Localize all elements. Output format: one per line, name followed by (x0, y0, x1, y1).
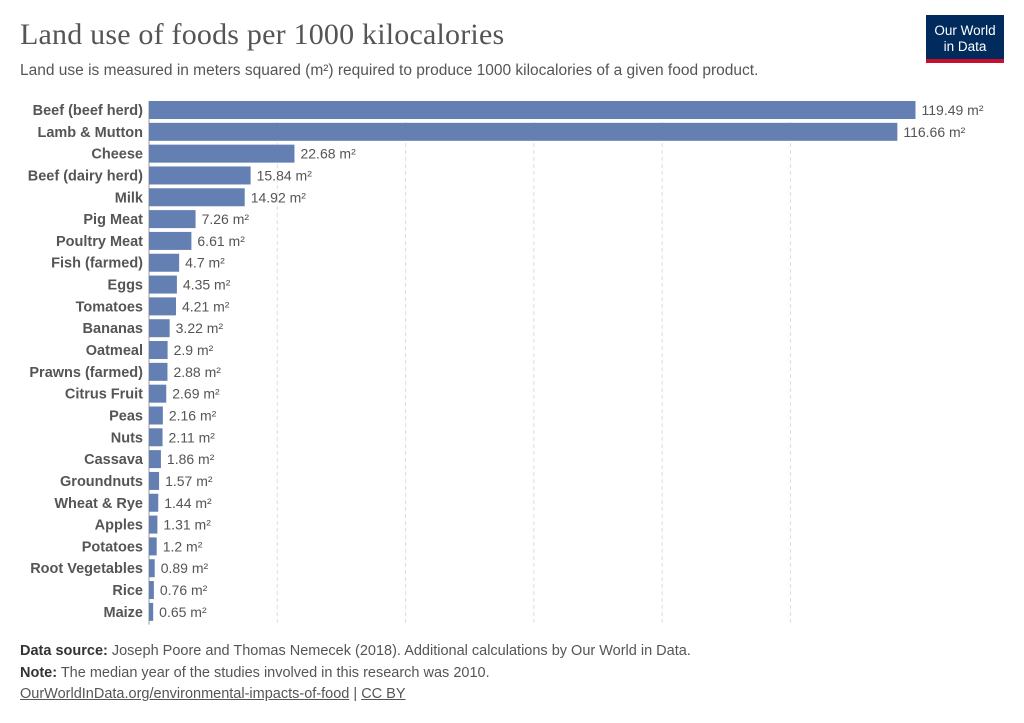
value-label: 0.65 m² (159, 604, 207, 620)
category-label: Apples (95, 518, 143, 534)
category-label: Rice (112, 583, 143, 599)
category-label: Cassava (84, 452, 144, 468)
chart-title: Land use of foods per 1000 kilocalories (20, 18, 505, 51)
footer-links: OurWorldInData.org/environmental-impacts… (20, 686, 406, 702)
value-label: 6.61 m² (197, 233, 245, 249)
value-label: 119.49 m² (922, 102, 984, 118)
category-label: Root Vegetables (30, 561, 143, 577)
value-label: 4.21 m² (182, 298, 230, 314)
bar[interactable] (149, 362, 168, 381)
category-label: Pig Meat (83, 212, 143, 228)
value-label: 116.66 m² (903, 124, 965, 140)
bar[interactable] (149, 450, 161, 469)
bar[interactable] (149, 537, 157, 556)
category-label: Oatmeal (86, 343, 143, 359)
value-label: 1.86 m² (167, 451, 215, 467)
bar-chart: Beef (beef herd) 119.49 m² Lamb & Mutton 11… (28, 101, 984, 625)
logo-line-1: Our World (934, 23, 996, 38)
note-text: The median year of the studies involved … (57, 665, 490, 681)
bar[interactable] (149, 406, 163, 425)
logo-line-2: in Data (943, 39, 987, 54)
value-label: 2.88 m² (173, 364, 221, 380)
bar[interactable] (149, 559, 155, 578)
bar[interactable] (149, 297, 177, 316)
value-label: 2.69 m² (172, 386, 220, 402)
bar[interactable] (149, 319, 170, 338)
footer-note: Note: The median year of the studies inv… (20, 665, 490, 681)
bar[interactable] (149, 210, 196, 229)
category-label: Eggs (108, 278, 143, 294)
bar[interactable] (149, 188, 245, 207)
value-label: 15.84 m² (257, 167, 313, 183)
bar[interactable] (149, 231, 192, 250)
bar[interactable] (149, 275, 177, 294)
value-label: 1.31 m² (163, 517, 211, 533)
category-label: Wheat & Rye (54, 496, 143, 512)
category-label: Potatoes (82, 539, 143, 555)
category-label: Milk (115, 190, 144, 206)
value-label: 14.92 m² (251, 189, 307, 205)
logo-accent-bar (926, 59, 1004, 63)
value-label: 2.16 m² (169, 407, 217, 423)
bar[interactable] (149, 384, 167, 403)
bar[interactable] (149, 581, 154, 600)
value-label: 22.68 m² (300, 146, 356, 162)
bar[interactable] (149, 253, 180, 272)
category-label: Beef (beef herd) (33, 103, 144, 119)
bar[interactable] (149, 122, 898, 141)
bar[interactable] (149, 144, 295, 163)
category-label: Fish (farmed) (51, 256, 143, 272)
bar[interactable] (149, 428, 163, 447)
note-label: Note: (20, 665, 58, 681)
value-label: 1.57 m² (165, 473, 213, 489)
category-label: Maize (104, 605, 144, 621)
value-label: 7.26 m² (202, 211, 250, 227)
license-link[interactable]: CC BY (361, 686, 406, 702)
category-label: Bananas (83, 321, 143, 337)
source-label: Data source: (20, 643, 108, 659)
value-label: 2.11 m² (169, 429, 216, 445)
bar[interactable] (149, 166, 251, 185)
value-label: 0.76 m² (160, 582, 208, 598)
value-label: 4.35 m² (183, 277, 231, 293)
source-link[interactable]: OurWorldInData.org/environmental-impacts… (20, 686, 350, 702)
value-label: 2.9 m² (174, 342, 214, 358)
value-label: 3.22 m² (176, 320, 224, 336)
bar[interactable] (149, 341, 168, 360)
bar[interactable] (149, 101, 916, 119)
category-label: Tomatoes (76, 299, 143, 315)
category-label: Citrus Fruit (65, 387, 143, 403)
category-label: Peas (109, 408, 143, 424)
category-label: Prawns (farmed) (29, 365, 143, 381)
bar[interactable] (149, 515, 158, 534)
category-label: Nuts (111, 430, 143, 446)
category-label: Lamb & Mutton (37, 125, 143, 141)
footer-source: Data source: Joseph Poore and Thomas Nem… (20, 643, 691, 659)
category-label: Groundnuts (60, 474, 143, 490)
value-label: 1.44 m² (164, 495, 212, 511)
link-separator: | (349, 686, 362, 702)
category-label: Poultry Meat (56, 234, 143, 250)
owid-logo[interactable]: Our World in Data (926, 15, 1004, 63)
bar[interactable] (149, 493, 159, 512)
chart-subtitle: Land use is measured in meters squared (… (20, 62, 759, 79)
value-label: 4.7 m² (185, 255, 225, 271)
category-label: Cheese (91, 147, 143, 163)
source-text: Joseph Poore and Thomas Nemecek (2018). … (107, 643, 691, 659)
bar[interactable] (149, 471, 160, 490)
bar[interactable] (149, 602, 154, 621)
value-label: 1.2 m² (163, 538, 203, 554)
value-label: 0.89 m² (161, 560, 209, 576)
category-label: Beef (dairy herd) (28, 168, 143, 184)
